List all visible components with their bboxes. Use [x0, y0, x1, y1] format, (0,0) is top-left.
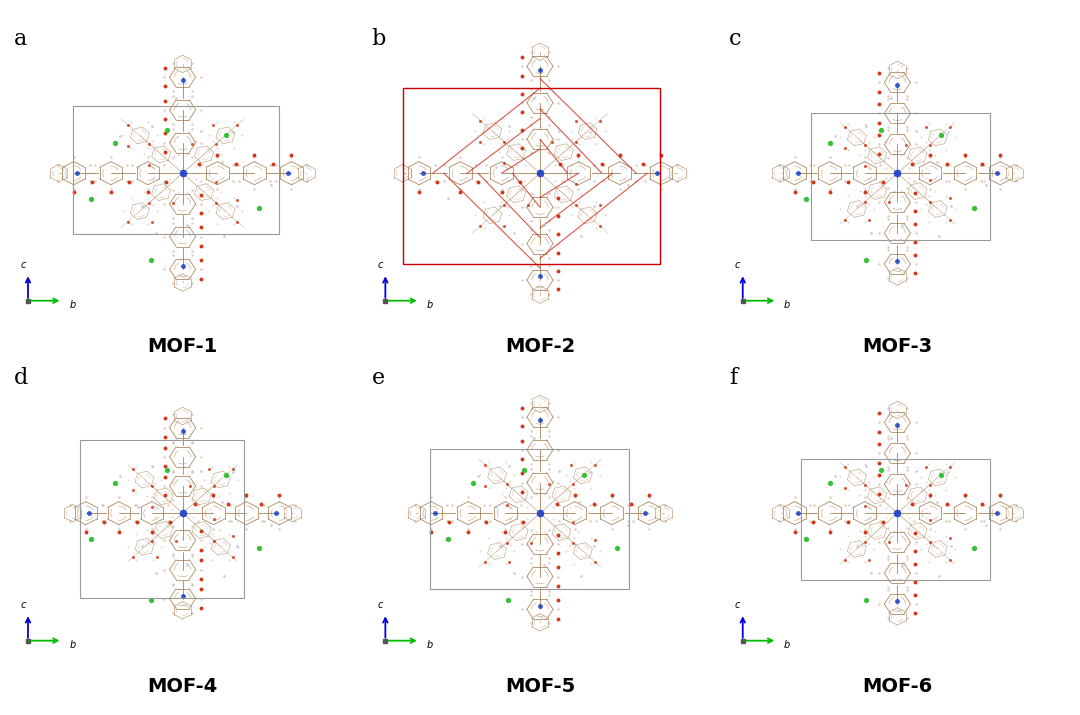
- Text: b: b: [69, 640, 76, 650]
- Text: MOF-5: MOF-5: [504, 677, 576, 696]
- Text: b: b: [784, 300, 791, 310]
- Bar: [430, 450, 630, 589]
- Text: e: e: [372, 368, 384, 390]
- Text: MOF-6: MOF-6: [862, 677, 932, 696]
- Text: MOF-4: MOF-4: [148, 677, 218, 696]
- Text: c: c: [734, 601, 740, 611]
- Text: f: f: [729, 368, 738, 390]
- Bar: [80, 440, 244, 598]
- Text: c: c: [21, 260, 26, 270]
- Text: d: d: [14, 368, 28, 390]
- Bar: [403, 88, 660, 265]
- Text: c: c: [734, 260, 740, 270]
- Text: MOF-2: MOF-2: [504, 337, 576, 356]
- Text: b: b: [427, 300, 433, 310]
- Bar: [72, 107, 279, 234]
- Text: c: c: [378, 260, 383, 270]
- Bar: [811, 112, 990, 240]
- Bar: [801, 458, 990, 580]
- Text: MOF-1: MOF-1: [148, 337, 218, 356]
- Text: c: c: [378, 601, 383, 611]
- Text: a: a: [14, 27, 27, 49]
- Text: c: c: [729, 27, 742, 49]
- Text: b: b: [69, 300, 76, 310]
- Text: b: b: [784, 640, 791, 650]
- Text: b: b: [427, 640, 433, 650]
- Text: c: c: [21, 601, 26, 611]
- Text: b: b: [372, 27, 386, 49]
- Text: MOF-3: MOF-3: [862, 337, 932, 356]
